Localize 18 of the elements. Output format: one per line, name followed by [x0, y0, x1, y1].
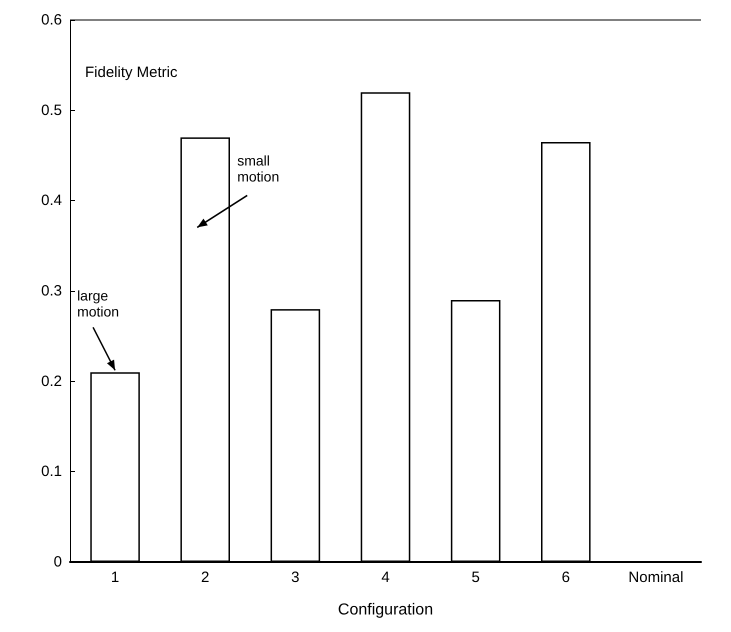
- y-tick-label: 0.3: [41, 282, 62, 300]
- x-tick-label: Nominal: [628, 569, 684, 586]
- y-axis-title: Fidelity Metric: [85, 64, 178, 81]
- x-tick-label: 6: [562, 569, 570, 586]
- x-tick-label: 4: [381, 569, 390, 586]
- x-tick-label: 2: [201, 569, 210, 586]
- y-tick-label: 0.6: [41, 12, 62, 28]
- y-tick-label: 0.5: [41, 102, 62, 119]
- y-tick-label: 0.4: [41, 192, 62, 210]
- y-tick-label: 0.2: [41, 372, 62, 390]
- annotation: small motion: [237, 152, 280, 184]
- x-tick-label: 3: [291, 569, 300, 586]
- y-tick-label: 0: [54, 554, 62, 570]
- annotation: large motion: [77, 287, 120, 320]
- x-axis-title: Configuration: [338, 602, 434, 618]
- x-tick-label: 1: [110, 569, 120, 586]
- x-tick-label: 5: [471, 569, 480, 586]
- y-tick-label: 0.1: [41, 463, 62, 480]
